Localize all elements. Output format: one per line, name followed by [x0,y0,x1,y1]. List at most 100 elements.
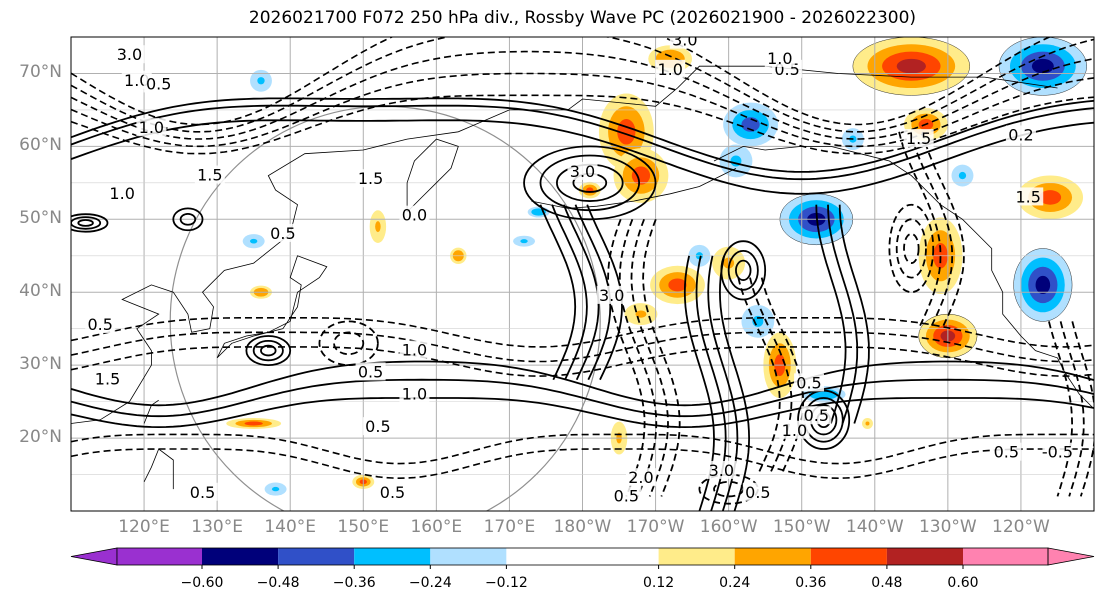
divergence-blob [375,221,381,233]
positive-contour [838,204,870,424]
contour-label: 1.5 [358,169,383,188]
coastline [71,65,1058,424]
contour-label-bg [85,315,116,334]
longitude-label: 160°E [410,517,463,537]
contour-label-bg [355,362,386,381]
divergence-blob [631,166,651,185]
contour-label-bg [194,165,225,184]
convergence-blob [816,391,831,398]
latitude-label: 50°N [19,208,62,229]
contour-label: 0.5 [270,224,295,243]
negative-contour [898,131,942,330]
contour-label-bg [625,468,656,487]
negative-contour [71,317,1094,348]
contour-label-bg [655,59,686,78]
divergence-blob [1039,190,1062,205]
contour-label-bg [399,205,430,224]
longitude-label: 160°W [699,517,758,537]
positive-contour [71,104,1094,181]
contour-label: 1.5 [1016,187,1041,206]
longitude-label: 130°W [918,517,977,537]
contour-label: 1.0 [109,184,134,203]
map-frame [70,36,1095,512]
contour-label-bg [567,161,598,180]
contour-label-bg [92,369,123,388]
latitude-label: 60°N [19,135,62,156]
positive-contour [71,360,1094,407]
contour-label: 1.0 [402,341,427,360]
positive-contour [827,204,859,424]
latitude-label: 40°N [19,281,62,302]
colorbar-segment [658,548,735,565]
contour-label-bg [801,406,832,425]
contour-label: 3.0 [570,162,595,181]
negative-vortex-contour [895,218,927,279]
longitude-label: 130°E [191,517,243,537]
colorbar-segment [963,548,1048,565]
positive-vortex-contour [179,212,197,226]
negative-vortex-contour [333,331,365,356]
contour-label: 1.0 [782,421,807,440]
positive-vortex-contour [539,154,641,212]
longitude-label: 140°W [845,517,904,537]
positive-contour [815,204,847,424]
longitude-label: 120°E [118,517,170,537]
negative-contour [607,218,646,497]
contour-label-bg [764,48,795,67]
longitude-label: 170°W [626,517,685,537]
contour-label: 0.0 [402,206,427,225]
contour-label: 1.0 [139,118,164,137]
contour-label: 1.0 [124,71,149,90]
colorbar-segment [886,548,963,565]
positive-contour [71,397,1094,429]
contour-label: 1.5 [906,129,931,148]
longitude-label: 150°W [772,517,831,537]
colorbar-segment [117,548,202,565]
contour-label: 0.5 [614,486,639,505]
colorbar-tick-label: −0.36 [332,575,376,591]
colorbar-frame [116,547,1049,566]
contour-label: 1.5 [95,370,120,389]
contour-label-bg [611,486,642,505]
negative-contour [909,131,954,330]
positive-vortex-contour [735,259,752,281]
positive-vortex-contour [71,213,109,233]
colorbar-tick-label: −0.12 [484,575,528,591]
positive-vortex-contour [172,207,204,232]
contour-labels: 3.01.00.51.01.51.00.51.50.03.01.0 0.51.03… [85,37,1073,505]
latitude-label: 30°N [19,354,62,375]
contour-label: 3.0 [709,461,734,480]
negative-contour [1059,321,1085,497]
negative-contour [921,131,965,330]
divergence-blob [865,421,870,426]
contour-label-bg [596,285,627,304]
contour-label-bg [706,460,737,479]
negative-contour [618,218,658,497]
positive-vortex-contour [260,344,277,357]
contour-label-bg [143,74,174,93]
convergence-blob [1035,275,1051,295]
negative-vortex-contour [903,232,920,264]
negative-contour [1048,321,1074,497]
contour-label: 1.0 [402,384,427,403]
negative-contour [1071,321,1094,497]
contour-label: 1.0 [767,49,792,68]
colorbar-tick-label: 0.60 [947,575,979,591]
positive-vortex-contour [245,335,292,367]
negative-contour [71,37,1052,126]
contour-label-bg [1042,442,1073,461]
negative-vortex-contour [888,203,935,294]
contour-label: 0.5 [745,483,770,502]
latitude-label: 20°N [19,427,62,448]
contour-label-bg [1013,187,1044,206]
positive-vortex-contour [727,250,759,291]
contour-label-bg [742,482,773,501]
contour-label-bg [669,37,700,49]
negative-vortex-contour [318,320,379,367]
contour-label: 0.5 [365,417,390,436]
contour-label: -0.5 [1042,443,1073,462]
contour-label-bg [136,118,167,137]
negative-contour [71,50,1094,140]
